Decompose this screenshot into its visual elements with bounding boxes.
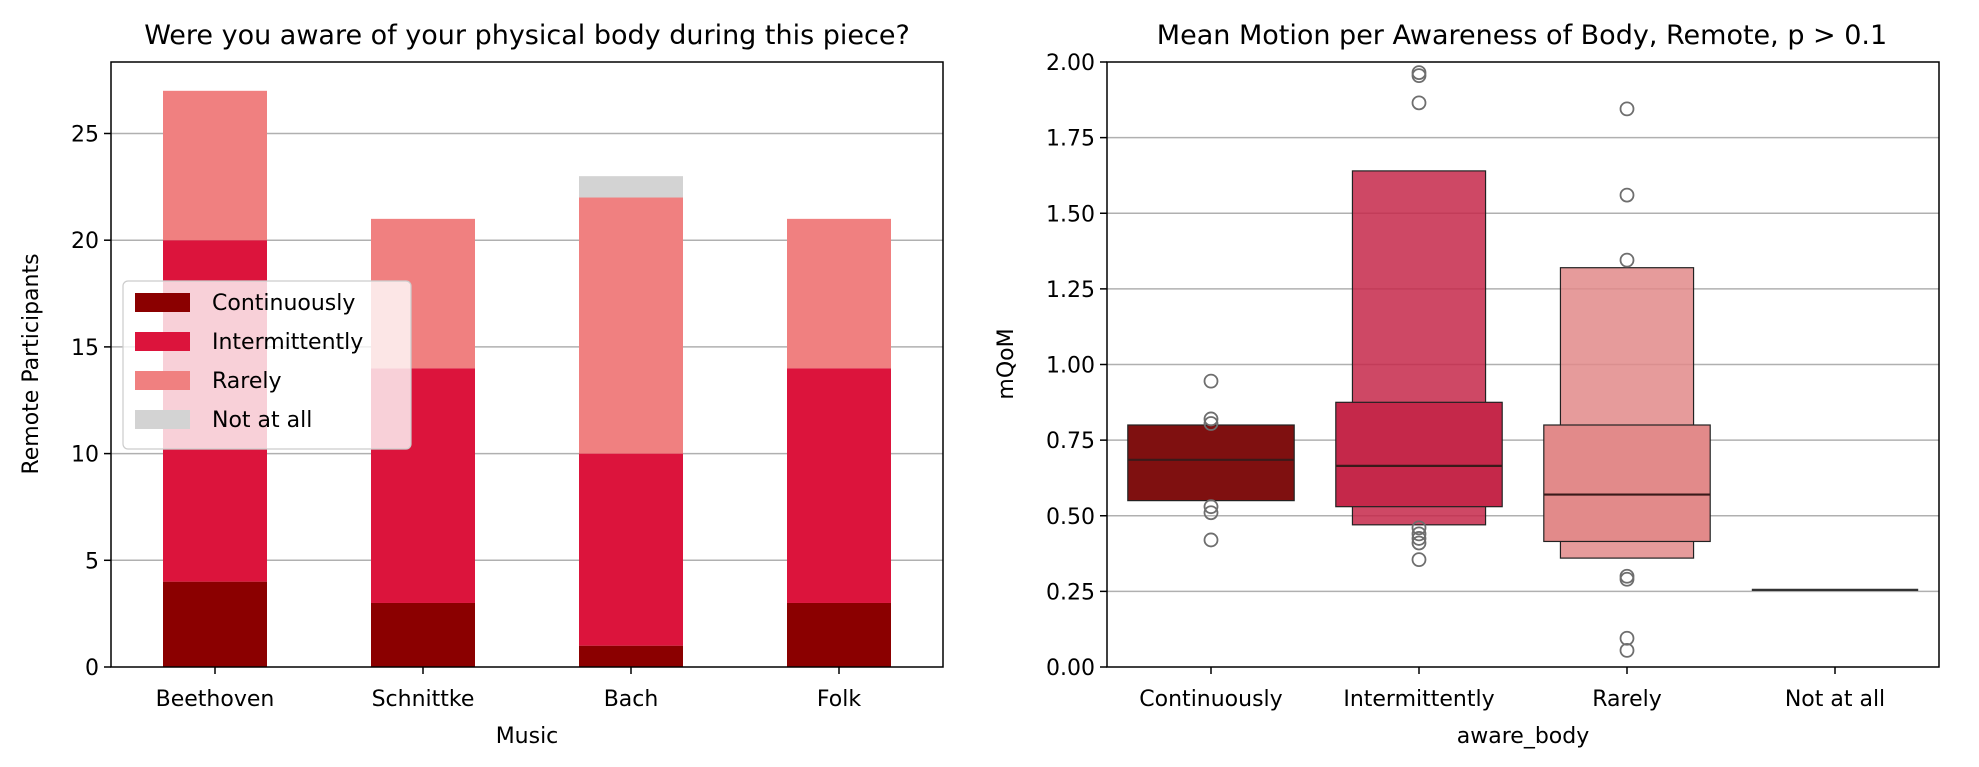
outlier-point [1203, 505, 1219, 521]
y-tick-label: 2.00 [1046, 51, 1095, 76]
legend-swatch [135, 293, 190, 312]
legend: Continuously Intermittently Rarely Not at a… [122, 280, 412, 450]
outlier-point [1411, 535, 1427, 551]
outlier-point [1619, 187, 1635, 203]
chart-title: Were you aware of your physical body dur… [144, 20, 910, 51]
x-axis-ticks: Continuously Intermittently Rarely Not at a… [1139, 667, 1885, 712]
y-axis-ticks: 0.00 0.25 0.50 0.75 1.00 1.25 1.50 1.75 2.00 [1046, 51, 1107, 681]
bar-segment [787, 602, 891, 667]
bar-segment [579, 197, 683, 454]
y-tick-label: 1.50 [1046, 202, 1095, 227]
y-tick-label: 1.75 [1046, 127, 1095, 152]
y-tick-label: 0.75 [1046, 429, 1095, 454]
x-tick-label: Beethoven [156, 687, 275, 712]
x-axis-label: Music [496, 724, 559, 749]
y-axis-label: Remote Participants [19, 253, 44, 474]
outlier-point [1411, 531, 1427, 546]
outlier-point [1203, 411, 1219, 427]
outlier-point [1203, 499, 1219, 515]
y-tick-label: 15 [71, 336, 99, 361]
box-level [1127, 424, 1295, 502]
legend-swatch [135, 371, 190, 390]
outlier-point [1619, 101, 1635, 117]
outlier-point [1203, 532, 1219, 548]
y-tick-label: 20 [71, 229, 99, 254]
outlier-point [1411, 95, 1427, 111]
legend-box [122, 280, 412, 450]
legend-swatch [135, 332, 190, 351]
x-tick-label: Folk [817, 687, 861, 712]
y-tick-label: 1.00 [1046, 354, 1095, 379]
legend-label: Continuously [212, 291, 355, 316]
y-tick-label: 0.00 [1046, 656, 1095, 681]
bar-segment [163, 90, 267, 241]
legend-label: Not at all [212, 408, 312, 433]
y-tick-label: 1.25 [1046, 278, 1095, 303]
y-tick-label: 0.50 [1046, 505, 1095, 530]
legend-swatch [135, 410, 190, 429]
box-level [1543, 424, 1711, 543]
x-tick-label: Bach [604, 687, 659, 712]
bar-segment [787, 368, 891, 603]
plot-frame [1106, 61, 1940, 668]
y-tick-label: 10 [71, 443, 99, 468]
chart-title: Mean Motion per Awareness of Body, Remot… [1157, 20, 1887, 51]
y-axis-ticks: 0 5 10 15 20 25 [71, 122, 111, 681]
outlier-point [1619, 642, 1635, 658]
outlier-point [1411, 65, 1427, 80]
y-tick-label: 0 [85, 656, 99, 681]
outlier-point [1619, 568, 1635, 584]
outlier-point [1619, 252, 1635, 268]
outliers [1203, 65, 1635, 658]
bar-segment [579, 453, 683, 646]
x-tick-label: Not at all [1785, 687, 1885, 712]
outlier-point [1203, 373, 1219, 389]
outlier-point [1203, 416, 1219, 431]
y-axis-label: mQoM [994, 328, 1019, 399]
bar-segment [371, 602, 475, 667]
x-tick-label: Intermittently [1343, 687, 1494, 712]
plot-frame [110, 61, 944, 668]
y-tick-label: 5 [85, 549, 99, 574]
y-tick-label: 0.25 [1046, 580, 1095, 605]
x-axis-label: aware_body [1457, 724, 1589, 749]
outlier-point [1619, 630, 1635, 646]
boxes [1127, 170, 1919, 591]
bar-segment [579, 645, 683, 667]
outlier-point [1411, 520, 1427, 536]
legend-label: Rarely [212, 369, 282, 394]
x-axis-ticks: Beethoven Schnittke Bach Folk [156, 667, 861, 712]
x-tick-label: Schnittke [372, 687, 475, 712]
boxen-chart: Mean Motion per Awareness of Body, Remot… [994, 20, 1940, 749]
stacked-bar-chart: Were you aware of your physical body dur… [19, 20, 944, 749]
bar-segment [787, 218, 891, 369]
outlier-point [1619, 571, 1635, 587]
outlier-point [1411, 68, 1427, 84]
outlier-point [1411, 526, 1427, 542]
outlier-point [1411, 552, 1427, 568]
bar-segment [163, 581, 267, 667]
x-tick-label: Rarely [1592, 687, 1662, 712]
y-tick-label: 25 [71, 122, 99, 147]
gridlines [1107, 136, 1939, 593]
bar-segment [579, 176, 683, 198]
legend-label: Intermittently [212, 330, 363, 355]
box-level [1335, 401, 1503, 508]
x-tick-label: Continuously [1139, 687, 1282, 712]
